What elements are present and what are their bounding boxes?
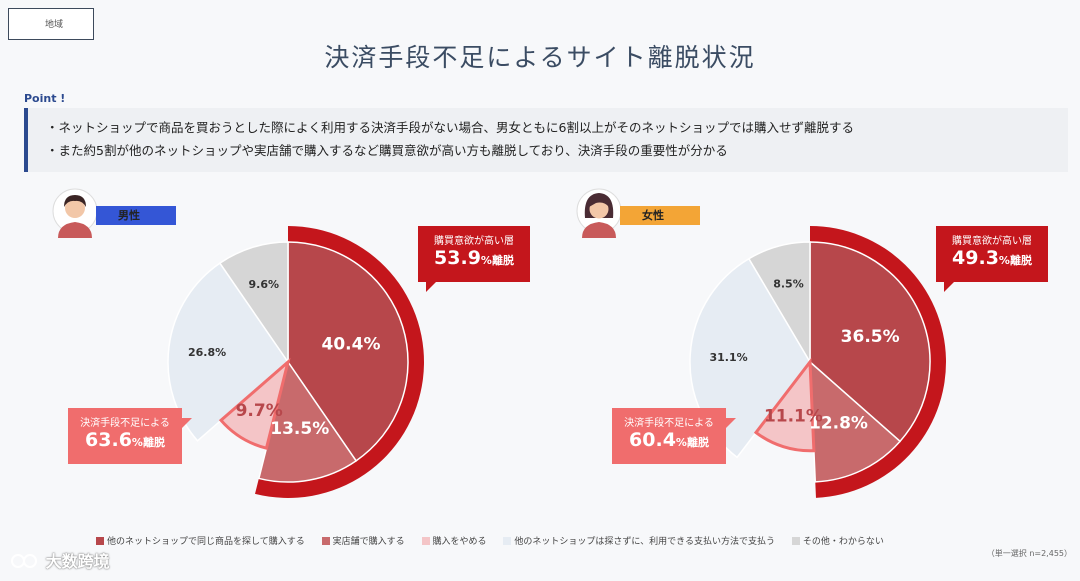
- point-line-2: ・また約5割が他のネットショップや実店舗で購入するなど購買意欲が高い方も離脱して…: [46, 143, 728, 158]
- male-pie-slice: [287, 241, 409, 462]
- male-slice-label: 13.5%: [270, 419, 329, 439]
- legend-swatch: [421, 537, 430, 545]
- male-badge: 男性: [96, 206, 176, 225]
- female-buy-callout-suffix: %離脱: [998, 254, 1032, 267]
- legend-item: その他・わからない: [791, 534, 884, 547]
- point-label: Point !: [24, 92, 66, 105]
- female-slice-label: 31.1%: [709, 351, 747, 364]
- male-pie-slice: [257, 360, 358, 483]
- male-slice-label: 26.8%: [188, 346, 226, 359]
- female-lack-outline: [753, 357, 816, 453]
- male-buy-intent-callout: 購買意欲が高い層 53.9%離脱: [418, 226, 530, 292]
- male-buy-callout-suffix: %離脱: [480, 254, 514, 267]
- male-lack-callout: 決済手段不足による 63.6%離脱: [68, 408, 192, 464]
- male-pie-slice: [218, 241, 289, 365]
- female-pie-slice: [809, 241, 931, 443]
- legend-item: 実店舗で購入する: [321, 534, 405, 547]
- point-line-1: ・ネットショップで商品を買おうとした際によく利用する決済手段がない場合、男女とも…: [46, 120, 854, 135]
- female-badge: 女性: [620, 206, 700, 225]
- legend-swatch: [503, 537, 512, 545]
- watermark: 大数跨境: [10, 548, 110, 572]
- male-slice-label: 9.7%: [236, 401, 283, 421]
- female-pie-slice: [747, 241, 811, 365]
- point-box: ・ネットショップで商品を買おうとした際によく利用する決済手段がない場合、男女とも…: [24, 108, 1068, 172]
- chart-legend: 他のネットショップで同じ商品を探して購入する 実店舗で購入する 購入をやめる 他…: [96, 534, 898, 547]
- female-lack-callout-label: 決済手段不足による: [624, 418, 714, 429]
- male-lack-outline: [218, 357, 291, 450]
- legend-swatch: [791, 537, 800, 545]
- male-lack-callout-label: 決済手段不足による: [80, 418, 170, 429]
- female-buy-intent-callout: 購買意欲が高い層 49.3%離脱: [936, 226, 1048, 292]
- female-slice-label: 8.5%: [773, 277, 804, 290]
- legend-item: 購入をやめる: [421, 534, 487, 547]
- legend-swatch: [96, 537, 104, 545]
- male-buy-callout-label: 購買意欲が高い層: [434, 236, 514, 247]
- female-buy-callout-value: 49.3: [952, 247, 999, 269]
- page-title: 決済手段不足によるサイト離脱状況: [324, 43, 756, 72]
- legend-swatch: [321, 537, 330, 545]
- female-lack-callout: 決済手段不足による 60.4%離脱: [612, 408, 736, 464]
- female-slice-label: 11.1%: [764, 407, 823, 427]
- legend-item: 他のネットショップで同じ商品を探して購入する: [96, 534, 305, 547]
- sample-note: （単一選択 n=2,455）: [986, 549, 1072, 558]
- female-buy-callout-label: 購買意欲が高い層: [952, 236, 1032, 247]
- female-lack-callout-value: 60.4: [629, 429, 676, 451]
- legend-item: 他のネットショップは探さずに、利用できる支払い方法で支払う: [503, 534, 775, 547]
- female-slice-label: 36.5%: [841, 327, 900, 347]
- male-avatar-icon: [52, 188, 98, 238]
- male-lack-callout-suffix: %離脱: [131, 436, 165, 449]
- male-lack-callout-value: 63.6: [85, 429, 132, 451]
- watermark-text: 大数跨境: [45, 552, 110, 571]
- male-buy-callout-value: 53.9: [434, 247, 481, 269]
- header-tag: 地域: [8, 8, 94, 40]
- male-slice-label: 40.4%: [322, 334, 381, 354]
- female-lack-callout-suffix: %離脱: [675, 436, 709, 449]
- female-pie-slice: [809, 360, 902, 483]
- female-slice-label: 12.8%: [809, 414, 868, 434]
- watermark-logo-icon: [11, 554, 37, 568]
- male-slice-label: 9.6%: [249, 278, 280, 291]
